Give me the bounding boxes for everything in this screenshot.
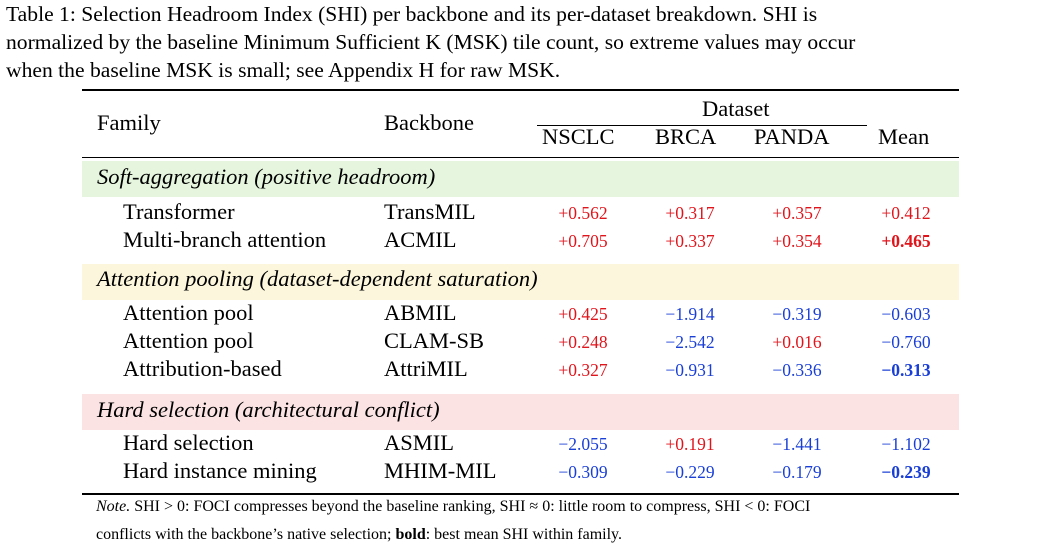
value-cell: −0.603 xyxy=(881,304,931,324)
header-dataset: Dataset xyxy=(702,96,770,121)
group-label-attention: Attention pooling (dataset-dependent sat… xyxy=(97,266,538,291)
bottom-rule xyxy=(82,493,959,495)
header-brca: BRCA xyxy=(655,124,717,149)
caption-line-3: when the baseline MSK is small; see Appe… xyxy=(6,58,561,82)
header-nsclc: NSCLC xyxy=(542,124,615,149)
value-cell: +0.327 xyxy=(558,360,608,380)
row-family: Transformer xyxy=(123,199,235,224)
group-band-attention xyxy=(82,264,959,300)
value-cell: +0.016 xyxy=(772,332,822,352)
caption-line-1: Table 1: Selection Headroom Index (SHI) … xyxy=(6,2,818,26)
row-backbone: AttriMIL xyxy=(384,356,468,381)
value-cell: −0.179 xyxy=(772,462,822,482)
value-cell: −1.914 xyxy=(665,304,715,324)
group-band-hard xyxy=(82,394,959,430)
note-line-1-text: SHI > 0: FOCI compresses beyond the base… xyxy=(134,498,811,515)
value-cell: +0.248 xyxy=(558,332,608,352)
group-label-hard: Hard selection (architectural conflict) xyxy=(97,397,440,422)
value-cell: −0.229 xyxy=(665,462,715,482)
value-cell: −0.319 xyxy=(772,304,822,324)
row-backbone: ASMIL xyxy=(384,430,455,455)
row-family: Attribution-based xyxy=(123,356,282,381)
value-cell: −2.055 xyxy=(558,434,608,454)
row-family: Hard instance mining xyxy=(123,458,317,483)
row-family: Attention pool xyxy=(123,328,254,353)
top-rule xyxy=(82,89,959,91)
value-cell: +0.191 xyxy=(665,434,715,454)
row-backbone: CLAM-SB xyxy=(384,328,485,353)
value-cell-best: −0.313 xyxy=(881,360,931,380)
header-backbone: Backbone xyxy=(384,110,474,135)
row-family: Multi-branch attention xyxy=(123,227,327,252)
caption-line-2: normalized by the baseline Minimum Suffi… xyxy=(6,30,856,54)
row-backbone: MHIM-MIL xyxy=(384,458,497,483)
row-family: Attention pool xyxy=(123,300,254,325)
row-family: Hard selection xyxy=(123,430,254,455)
value-cell-best: −0.239 xyxy=(881,462,931,482)
value-cell: +0.412 xyxy=(881,203,931,223)
group-band-soft xyxy=(82,161,959,197)
table-caption: Table 1: Selection Headroom Index (SHI) … xyxy=(6,0,1042,84)
value-cell: −0.931 xyxy=(665,360,715,380)
note-line-2-text: : best mean SHI within family. xyxy=(425,526,622,543)
value-cell-best: +0.465 xyxy=(881,231,931,251)
value-cell: −0.760 xyxy=(881,332,931,352)
note-label: Note. xyxy=(96,498,131,515)
header-rule xyxy=(82,157,959,158)
value-cell: +0.425 xyxy=(558,304,608,324)
row-backbone: TransMIL xyxy=(384,199,476,224)
value-cell: +0.357 xyxy=(772,203,822,223)
row-backbone: ACMIL xyxy=(384,227,457,252)
value-cell: −0.336 xyxy=(772,360,822,380)
header-mean: Mean xyxy=(878,124,930,149)
value-cell: −1.102 xyxy=(881,434,931,454)
dataset-cmidrule xyxy=(537,125,867,126)
header-panda: PANDA xyxy=(754,124,830,149)
table-note-line-2: conflicts with the backbone’s native sel… xyxy=(96,526,622,544)
value-cell: +0.317 xyxy=(665,203,715,223)
value-cell: −2.542 xyxy=(665,332,715,352)
value-cell: −1.441 xyxy=(772,434,822,454)
table-note-line-1: Note. SHI > 0: FOCI compresses beyond th… xyxy=(96,498,810,516)
value-cell: +0.354 xyxy=(772,231,822,251)
value-cell: +0.705 xyxy=(558,231,608,251)
value-cell: −0.309 xyxy=(558,462,608,482)
row-backbone: ABMIL xyxy=(384,300,457,325)
header-family: Family xyxy=(97,110,161,135)
group-label-soft: Soft-aggregation (positive headroom) xyxy=(97,164,436,189)
value-cell: +0.562 xyxy=(558,203,608,223)
value-cell: +0.337 xyxy=(665,231,715,251)
note-line-2-prefix: conflicts with the backbone’s native sel… xyxy=(96,526,396,543)
note-bold-word: bold xyxy=(395,526,426,543)
